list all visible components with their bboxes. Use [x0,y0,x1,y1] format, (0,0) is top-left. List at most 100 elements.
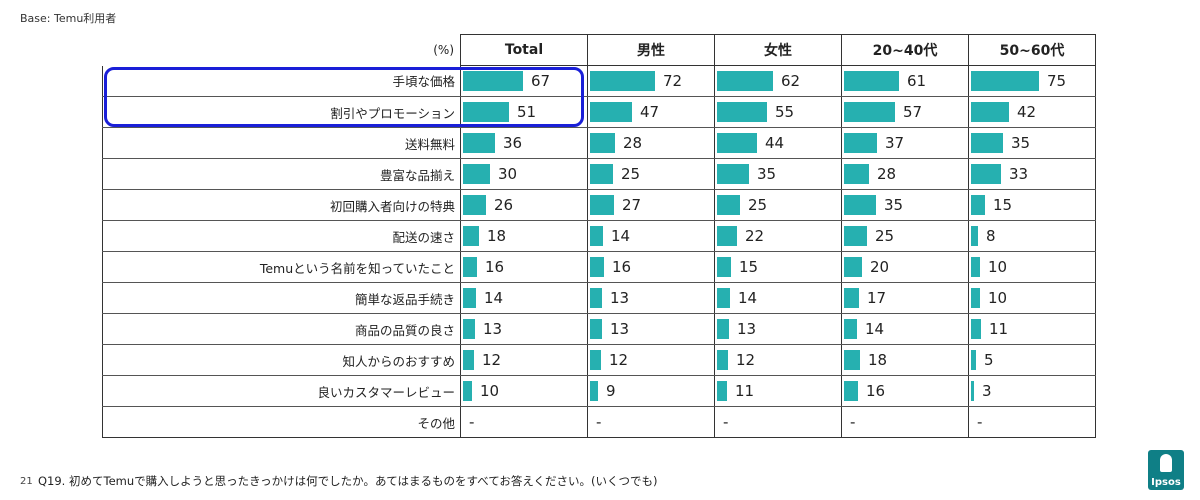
data-label: 14 [484,289,504,307]
data-label: 22 [745,227,765,245]
value-cell: - [714,406,842,438]
table-row: 知人からのおすすめ 12 12 12 18 5 [102,344,1096,376]
category-label: 商品の品質の良さ [102,313,461,345]
bar [717,226,737,246]
value-cell: 51 [460,96,588,128]
page-number: 21 [20,476,33,487]
data-label: 28 [623,134,643,152]
data-label: 25 [621,165,641,183]
data-label: 15 [739,258,759,276]
bar [717,288,730,308]
value-cell: 55 [714,96,842,128]
value-cell: 11 [714,375,842,407]
value-cell: - [841,406,969,438]
bar [844,195,876,215]
value-cell: 57 [841,96,969,128]
data-label: 8 [986,227,996,245]
bar [971,381,974,401]
data-label: 55 [775,103,795,121]
bar [590,102,632,122]
bar [590,195,614,215]
value-cell: 75 [968,65,1096,97]
bar [844,257,862,277]
bar [844,319,857,339]
category-label: 配送の速さ [102,220,461,252]
value-cell: 13 [587,282,715,314]
bar [971,133,1003,153]
value-cell: 33 [968,158,1096,190]
data-label: 5 [984,351,994,369]
data-label: 10 [988,258,1008,276]
category-label: 良いカスタマーレビュー [102,375,461,407]
value-cell: 28 [841,158,969,190]
value-cell: 14 [587,220,715,252]
data-label: 9 [606,382,616,400]
value-cell: 12 [587,344,715,376]
table-row: 配送の速さ 18 14 22 25 8 [102,220,1096,252]
footnote: Q19. 初めてTemuで購入しようと思ったきっかけは何でしたか。あてはまるもの… [38,474,658,488]
data-label: 18 [487,227,507,245]
bar [971,257,980,277]
category-label: 割引やプロモーション [102,96,461,128]
data-label: 35 [757,165,777,183]
data-label: 42 [1017,103,1037,121]
value-cell: 10 [968,282,1096,314]
data-label: 11 [735,382,755,400]
category-label: 初回購入者向けの特典 [102,189,461,221]
bar [717,195,740,215]
value-cell: 42 [968,96,1096,128]
bar [971,164,1001,184]
data-label: 67 [531,72,551,90]
category-label: 知人からのおすすめ [102,344,461,376]
value-cell: 16 [460,251,588,283]
table-row: 豊富な品揃え 30 25 35 28 33 [102,158,1096,190]
bar [971,226,978,246]
value-cell: 17 [841,282,969,314]
data-label: 14 [865,320,885,338]
logo-text: Ipsos [1151,477,1181,488]
category-label: 豊富な品揃え [102,158,461,190]
value-cell: 5 [968,344,1096,376]
bar [844,288,859,308]
data-label: 44 [765,134,785,152]
value-cell: 35 [714,158,842,190]
value-cell: 30 [460,158,588,190]
data-label: 25 [875,227,895,245]
table-row: 簡単な返品手続き 14 13 14 17 10 [102,282,1096,314]
value-cell: 15 [714,251,842,283]
series-header: 20~40代 [841,34,969,66]
value-cell: 10 [968,251,1096,283]
category-label: 送料無料 [102,127,461,159]
value-cell: 47 [587,96,715,128]
value-cell: 9 [587,375,715,407]
data-label: 72 [663,72,683,90]
data-label: 16 [612,258,632,276]
value-cell: 16 [587,251,715,283]
category-label: 手頃な価格 [102,65,461,97]
value-cell: 35 [841,189,969,221]
bar [463,226,479,246]
data-label: 16 [485,258,505,276]
missing-value-label: - [723,413,729,431]
series-header: 男性 [587,34,715,66]
bar [463,164,490,184]
data-label: 75 [1047,72,1067,90]
data-label: 35 [884,196,904,214]
data-label: 15 [993,196,1013,214]
bar [844,226,867,246]
value-cell: 12 [714,344,842,376]
value-cell: 36 [460,127,588,159]
bar [717,350,728,370]
data-label: 62 [781,72,801,90]
value-cell: 62 [714,65,842,97]
logo-mark [1160,454,1172,472]
bar [590,257,604,277]
value-cell: 12 [460,344,588,376]
bar [971,319,981,339]
bar [717,257,731,277]
table-row: 送料無料 36 28 44 37 35 [102,127,1096,159]
value-cell: 35 [968,127,1096,159]
data-label: 20 [870,258,890,276]
bar [971,71,1039,91]
bar [463,195,486,215]
